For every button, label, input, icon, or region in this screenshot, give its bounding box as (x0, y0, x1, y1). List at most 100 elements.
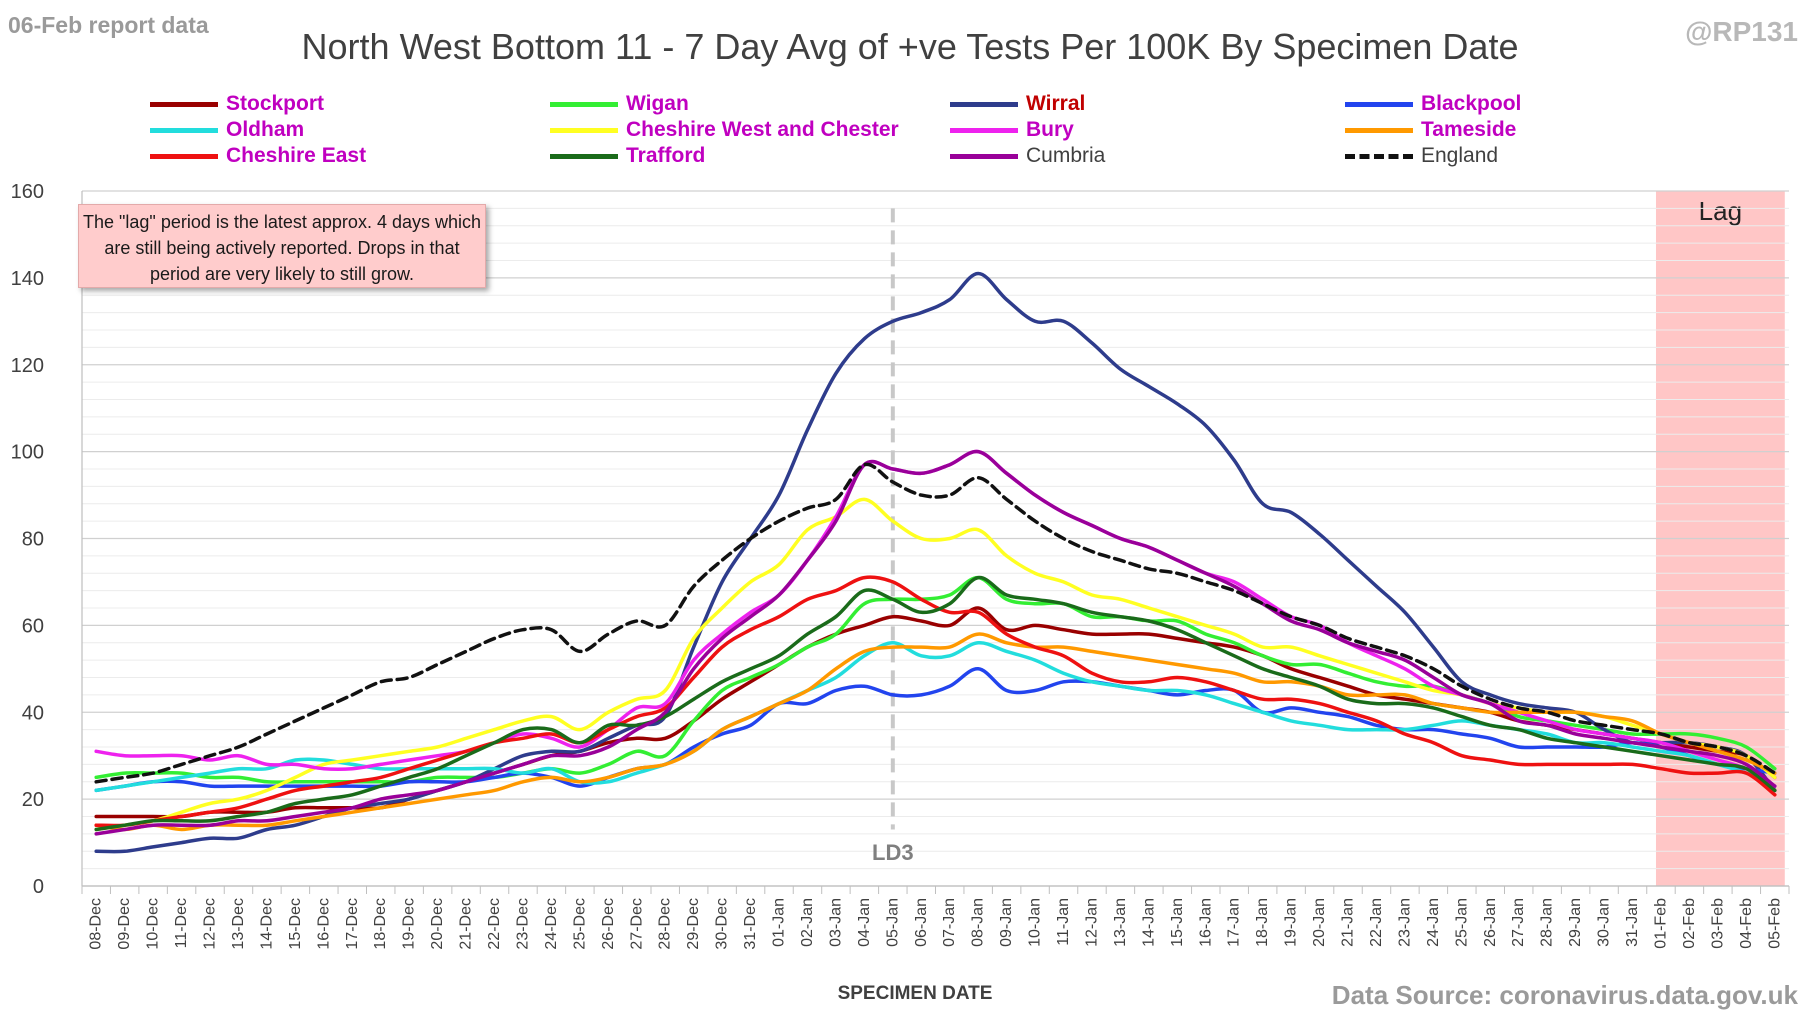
x-tick-label: 14-Jan (1140, 898, 1157, 947)
x-tick-label: 19-Dec (401, 898, 418, 950)
legend-swatch (950, 153, 1018, 159)
x-tick-label: 11-Dec (173, 898, 190, 948)
x-tick-label: 26-Jan (1482, 898, 1499, 947)
lag-region-label: Lag (1699, 196, 1742, 226)
series-line-tameside (94, 632, 1777, 832)
x-tick-label: 04-Feb (1738, 898, 1755, 949)
legend-swatch (950, 101, 1018, 107)
x-tick-label: 28-Jan (1539, 898, 1556, 947)
x-tick-label: 16-Jan (1197, 898, 1214, 947)
series-line-cumbria (94, 449, 1777, 836)
x-tick-label: 24-Jan (1425, 898, 1442, 947)
legend-swatch (150, 127, 218, 133)
y-tick-label: 120 (11, 355, 44, 377)
chart-title: North West Bottom 11 - 7 Day Avg of +ve … (301, 26, 1519, 67)
x-tick-label: 20-Dec (429, 898, 446, 950)
ld3-marker-label: LD3 (872, 840, 914, 865)
x-tick-label: 01-Feb (1652, 898, 1669, 949)
x-tick-label: 13-Jan (1112, 898, 1129, 947)
legend-item-cheshire-east: Cheshire East (150, 143, 366, 169)
x-tick-label: 02-Jan (799, 898, 816, 947)
x-tick-label: 18-Dec (372, 898, 389, 950)
legend-item-stockport: Stockport (150, 91, 324, 117)
legend-swatch (550, 101, 618, 107)
x-tick-label: 08-Dec (88, 898, 105, 950)
x-tick-label: 11-Jan (1055, 898, 1072, 946)
x-tick-label: 27-Dec (628, 898, 645, 950)
legend-label: Bury (1026, 118, 1074, 141)
x-tick-label: 23-Dec (514, 898, 531, 950)
legend-item-wigan: Wigan (550, 91, 689, 117)
x-tick-label: 30-Jan (1596, 898, 1613, 947)
tick-labels: 0 20 40 60 80 100 120 140 160 08-Dec 09-Dec 10-Dec 1… (11, 181, 1784, 950)
x-tick-label: 13-Dec (230, 898, 247, 950)
legend-item-tameside: Tameside (1345, 117, 1516, 143)
data-source-label: Data Source: coronavirus.data.gov.uk (1331, 980, 1798, 1010)
legend-label: England (1421, 144, 1499, 167)
series-line-england (94, 462, 1777, 784)
x-tick-label: 03-Feb (1709, 898, 1726, 949)
legend-label: Trafford (626, 144, 706, 167)
series-line-cheshire-west-and-chester (94, 497, 1777, 832)
x-tick-label: 08-Jan (970, 898, 987, 947)
x-tick-label: 19-Jan (1283, 898, 1300, 947)
x-tick-label: 28-Dec (657, 898, 674, 950)
lag-note-box: The "lag" period is the latest approx. 4… (78, 204, 486, 288)
x-tick-label: 12-Dec (202, 898, 219, 950)
legend-swatch (150, 153, 218, 159)
legend-item-bury: Bury (950, 117, 1074, 143)
legend-swatch (1345, 101, 1413, 107)
x-tick-label: 31-Dec (742, 898, 759, 950)
x-tick-label: 24-Dec (543, 898, 560, 950)
x-tick-label: 12-Jan (1083, 898, 1100, 947)
x-tick-label: 02-Feb (1681, 898, 1698, 949)
legend-label: Tameside (1421, 118, 1517, 141)
legend-item-trafford: Trafford (550, 143, 705, 169)
legend-swatch (1345, 153, 1413, 159)
x-tick-label: 04-Jan (856, 898, 873, 947)
x-tick-label: 07-Jan (941, 898, 958, 947)
x-tick-label: 06-Jan (913, 898, 930, 947)
x-tick-label: 22-Jan (1368, 898, 1385, 947)
report-date-label: 06-Feb report data (8, 12, 209, 38)
x-tick-label: 21-Jan (1340, 898, 1357, 947)
x-tick-label: 15-Dec (287, 898, 304, 950)
x-tick-label: 20-Jan (1311, 898, 1328, 947)
legend-item-england: England (1345, 143, 1498, 169)
x-tick-label: 09-Jan (998, 898, 1015, 947)
x-tick-label: 01-Jan (771, 898, 788, 947)
legend-item-cumbria: Cumbria (950, 143, 1105, 169)
legend-swatch (1345, 127, 1413, 133)
x-tick-label: 27-Jan (1510, 898, 1527, 947)
legend-swatch (550, 153, 618, 159)
legend-item-oldham: Oldham (150, 117, 304, 143)
x-tick-label: 21-Dec (458, 898, 475, 950)
y-tick-label: 80 (22, 529, 44, 551)
author-handle: @RP131 (1685, 16, 1798, 47)
x-tick-label: 09-Dec (116, 898, 133, 950)
x-tick-label: 18-Jan (1254, 898, 1271, 947)
legend-item-blackpool: Blackpool (1345, 91, 1521, 117)
y-tick-label: 60 (22, 615, 44, 637)
series-line-wirral (94, 271, 1777, 854)
x-tick-label: 15-Jan (1169, 898, 1186, 947)
series-line-bury (94, 449, 1777, 788)
legend-swatch (150, 101, 218, 107)
legend: Stockport Wigan Wirral Blackpool Oldham Chesh… (150, 91, 1750, 171)
x-tick-label: 26-Dec (600, 898, 617, 950)
legend-label: Blackpool (1421, 92, 1522, 115)
x-tick-label: 17-Dec (344, 898, 361, 950)
legend-label: Cumbria (1026, 144, 1106, 167)
x-tick-label: 10-Jan (1027, 898, 1044, 947)
x-tick-label: 14-Dec (258, 898, 275, 950)
legend-swatch (550, 127, 618, 133)
x-tick-label: 17-Jan (1226, 898, 1243, 947)
y-tick-label: 20 (22, 789, 44, 811)
x-tick-label: 22-Dec (486, 898, 503, 950)
x-tick-label: 10-Dec (145, 898, 162, 950)
x-axis-label: SPECIMEN DATE (837, 983, 993, 1004)
x-tick-label: 30-Dec (714, 898, 731, 950)
series-line-cheshire-east (94, 575, 1777, 828)
x-tick-label: 16-Dec (315, 898, 332, 950)
